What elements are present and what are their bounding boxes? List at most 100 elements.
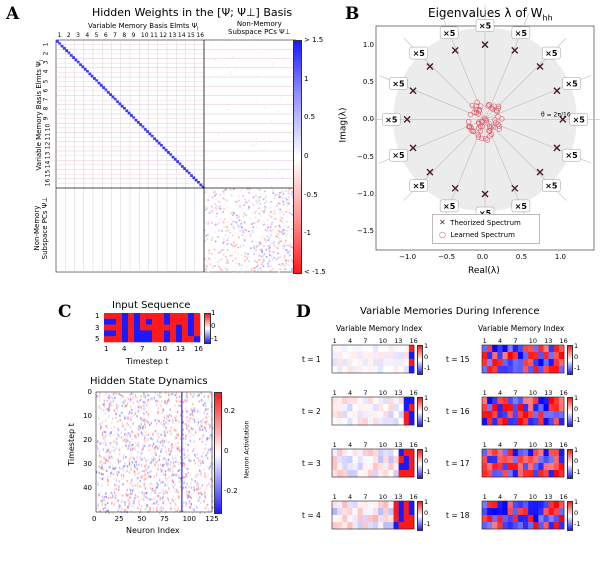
memory-cell	[332, 501, 338, 509]
memory-cell	[553, 397, 560, 405]
memory-cell	[548, 359, 555, 367]
memory-cell	[538, 397, 544, 405]
diag-cell	[171, 155, 175, 159]
input-y-tick: 1	[95, 311, 100, 320]
memory-cell	[337, 345, 343, 353]
memory-cell	[517, 449, 524, 457]
memory-cell	[517, 501, 524, 509]
memory-cell	[502, 345, 508, 353]
memory-cell	[533, 411, 539, 419]
memory-cell	[408, 522, 415, 530]
input-cell	[128, 330, 135, 337]
x-tick: 0.0	[477, 253, 489, 261]
diag-cell	[153, 137, 156, 140]
memory-cbar-tick: -1	[574, 468, 581, 476]
memory-col-tick: 4	[497, 493, 503, 501]
memory-cell	[362, 449, 369, 457]
input-cell	[152, 318, 159, 325]
diag-cell	[178, 162, 182, 166]
memory-cell	[543, 397, 549, 405]
memory-cell	[497, 449, 503, 457]
memory-cell	[523, 449, 529, 457]
memory-cell	[512, 366, 519, 374]
input-cell	[182, 324, 189, 331]
panel-c-label: C	[58, 302, 72, 322]
memory-cell	[553, 515, 560, 523]
diag-cell	[60, 44, 64, 48]
memory-cell	[373, 456, 379, 464]
svg-text:×5: ×5	[443, 29, 456, 38]
memory-cell	[512, 345, 519, 353]
learned-point	[479, 124, 485, 130]
input-cell	[182, 313, 189, 320]
diag-cell	[58, 42, 62, 46]
input-cell	[170, 324, 177, 331]
memory-cell	[362, 397, 369, 405]
memory-cell	[398, 456, 405, 464]
memory-cell	[548, 352, 555, 360]
memory-cell	[342, 345, 348, 353]
input-cell	[188, 318, 195, 325]
diag-cell	[106, 90, 110, 94]
diag-cell	[79, 63, 82, 66]
row-tick: 14	[44, 160, 52, 169]
memory-cell	[558, 397, 565, 405]
memory-col-tick: 7	[363, 441, 368, 449]
diag-cell	[185, 169, 189, 173]
memory-cell	[383, 418, 389, 426]
memory-index-header: Variable Memory Index	[478, 324, 565, 333]
learned-point	[469, 102, 475, 109]
memory-cell	[378, 345, 384, 353]
memory-cell	[342, 470, 348, 478]
learned-point	[493, 119, 499, 126]
memory-cell	[538, 456, 544, 464]
memory-cell	[367, 508, 374, 516]
memory-cell	[482, 508, 488, 516]
theorized-point	[409, 144, 417, 152]
memory-cell	[342, 522, 348, 530]
memory-cell	[337, 404, 343, 412]
memory-cell	[533, 508, 539, 516]
learned-point	[473, 103, 479, 109]
memory-cell	[347, 463, 353, 471]
memory-heatmap	[481, 448, 565, 478]
memory-cell	[378, 411, 384, 419]
memory-cell	[538, 515, 544, 523]
memory-cell	[408, 352, 415, 360]
memory-col-tick: 13	[394, 441, 403, 449]
y-tick: 0.0	[362, 115, 374, 124]
memory-cell	[362, 501, 369, 509]
memory-col-tick: 16	[409, 493, 418, 501]
memory-cell	[502, 404, 508, 412]
memory-cell	[367, 501, 374, 509]
multiplicity-label: ×5	[439, 199, 459, 213]
multiplicity-label: ×5	[409, 179, 428, 192]
memory-cell	[393, 411, 399, 419]
memory-cell	[357, 463, 364, 471]
memory-cell	[337, 397, 343, 405]
memory-cell	[357, 418, 364, 426]
memory-cell	[403, 463, 410, 471]
input-cell	[104, 330, 111, 337]
memory-cell	[408, 463, 415, 471]
memory-cell	[332, 352, 338, 360]
row-tick: 15	[44, 169, 52, 178]
memory-cell	[502, 456, 508, 464]
memory-cell	[487, 397, 493, 405]
memory-cell	[523, 366, 529, 374]
memory-cell	[373, 418, 379, 426]
timestep-label: t = 15	[446, 355, 470, 364]
memory-cell	[378, 456, 384, 464]
memory-heatmap	[331, 448, 415, 478]
memory-cell	[383, 470, 389, 478]
diag-cell	[118, 102, 122, 106]
memory-cell	[362, 366, 369, 374]
memory-cell	[393, 352, 399, 360]
memory-cell	[367, 411, 374, 419]
input-cell	[122, 318, 129, 325]
dyn-xlabel: Neuron Index	[126, 526, 180, 535]
memory-cell	[482, 366, 488, 374]
memory-cell	[538, 449, 544, 457]
input-cell	[146, 318, 153, 325]
hidden-state-heatmap	[95, 391, 214, 515]
